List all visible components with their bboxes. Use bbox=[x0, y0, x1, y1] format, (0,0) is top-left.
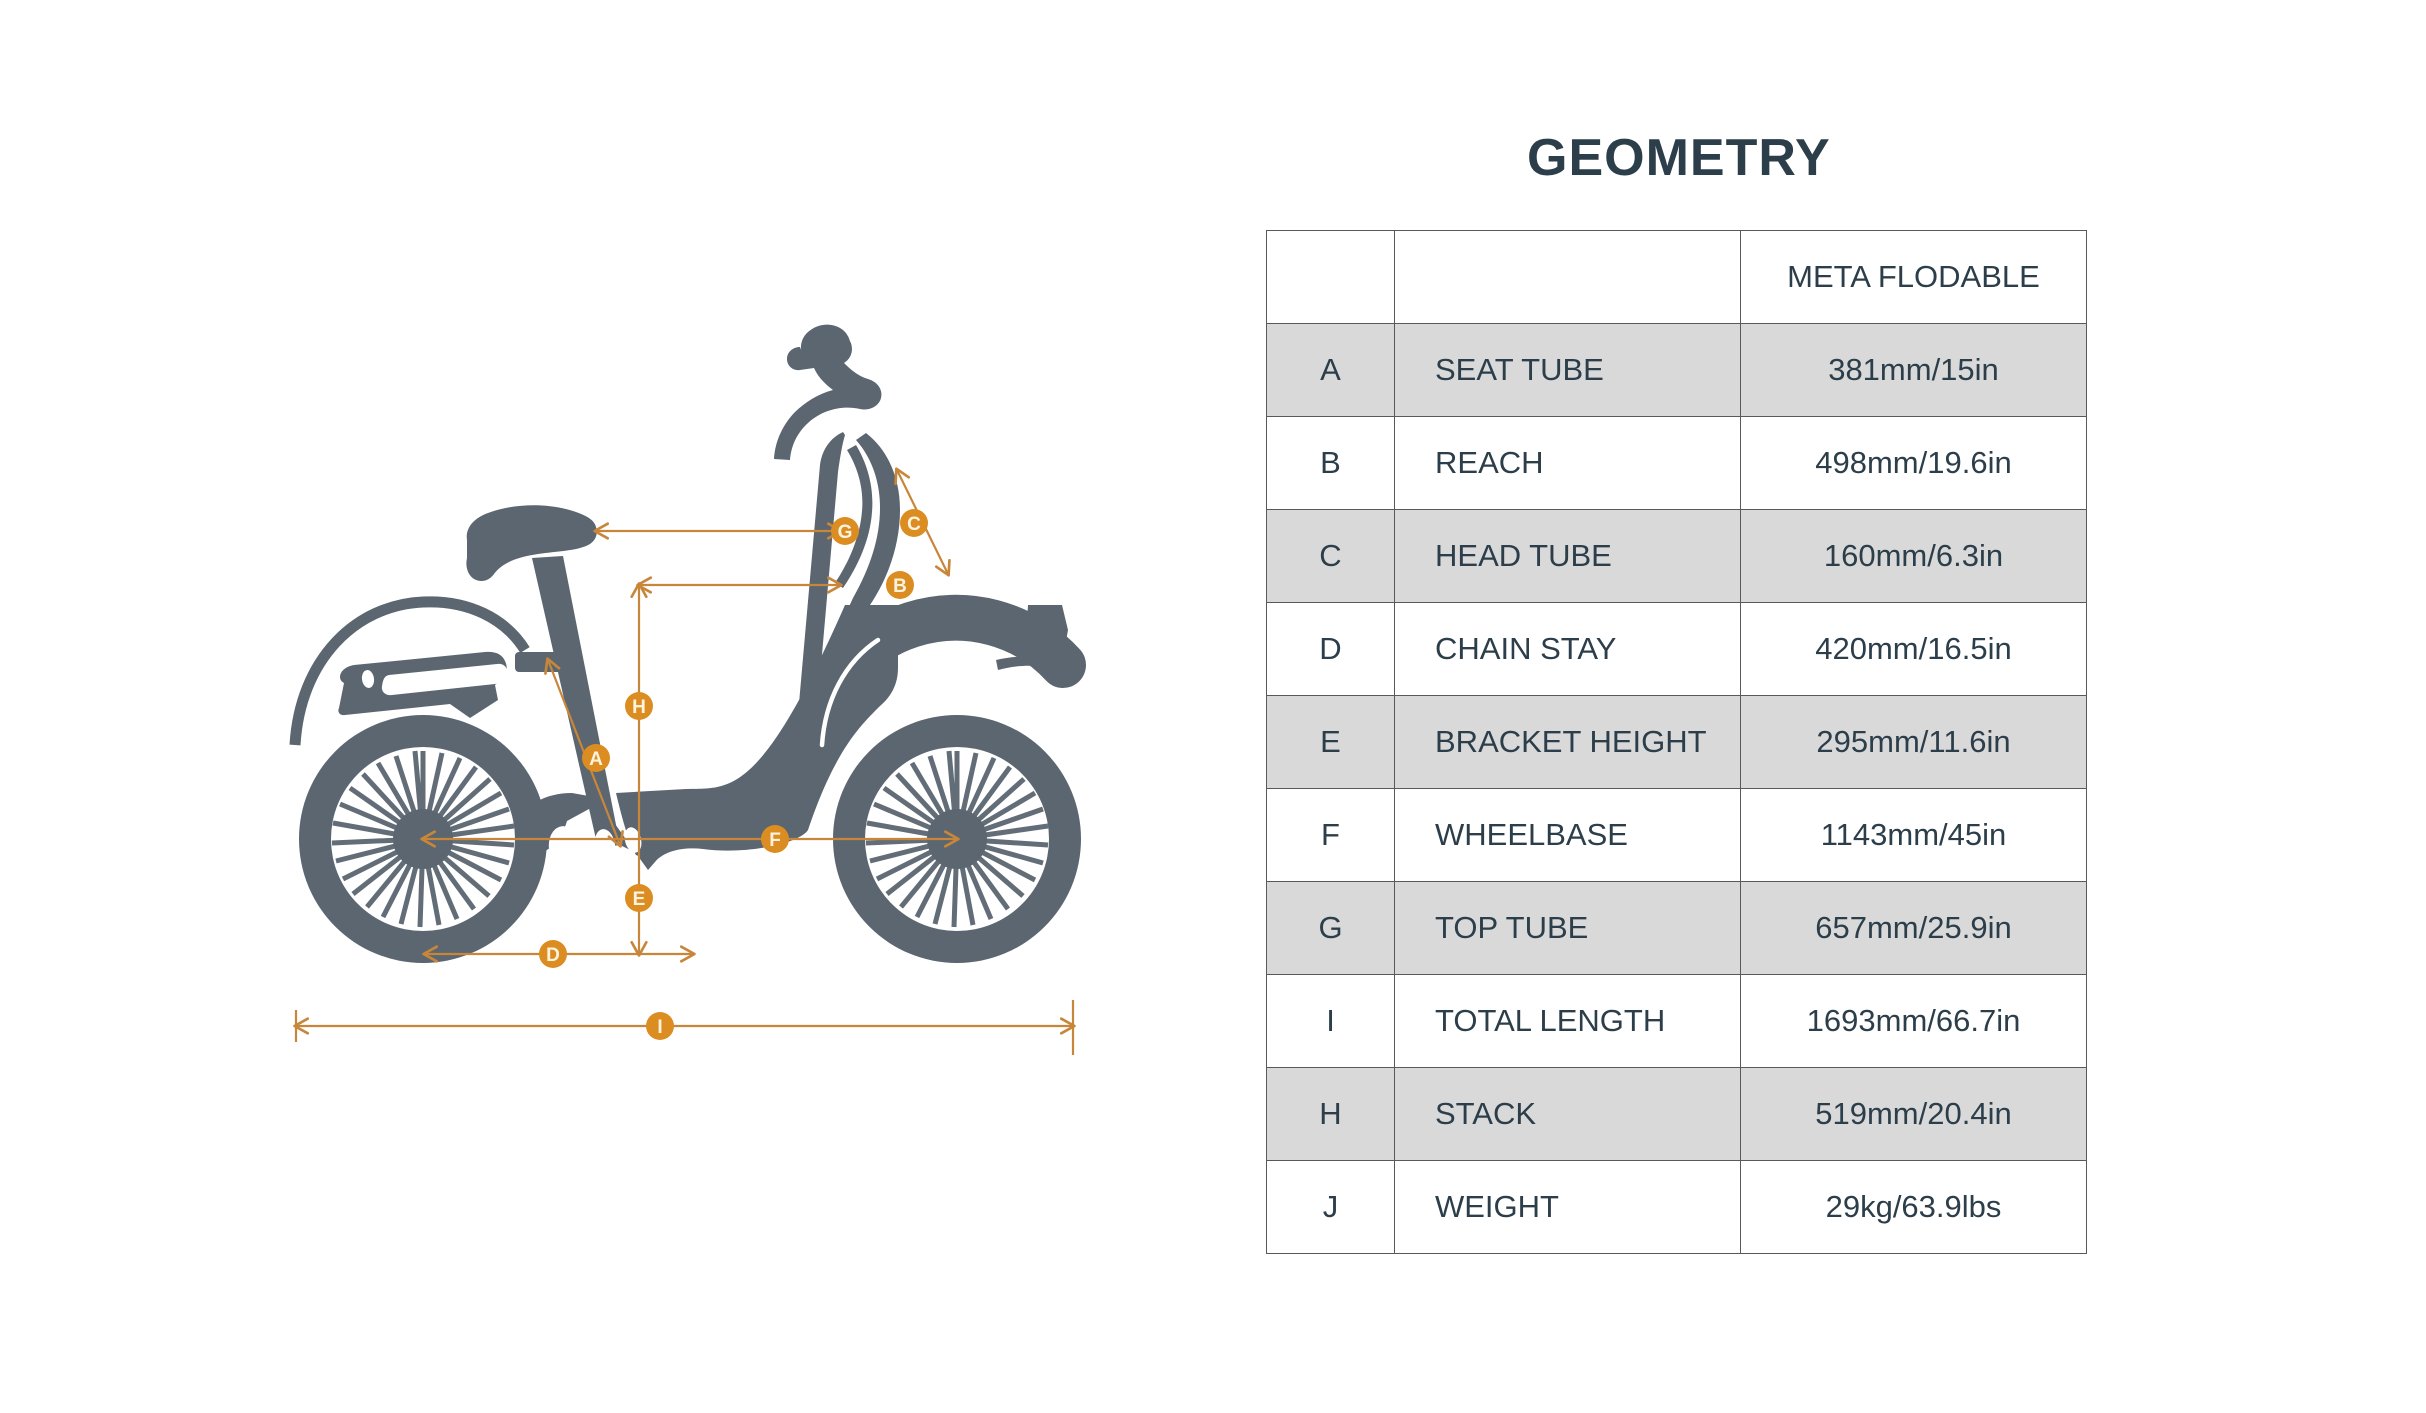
svg-text:H: H bbox=[632, 697, 646, 718]
svg-text:B: B bbox=[893, 576, 907, 597]
svg-text:G: G bbox=[838, 522, 853, 543]
svg-text:E: E bbox=[633, 889, 646, 910]
svg-text:F: F bbox=[769, 830, 781, 851]
svg-text:I: I bbox=[657, 1017, 662, 1038]
svg-text:A: A bbox=[589, 749, 603, 770]
svg-text:D: D bbox=[546, 945, 560, 966]
svg-text:C: C bbox=[907, 514, 921, 535]
